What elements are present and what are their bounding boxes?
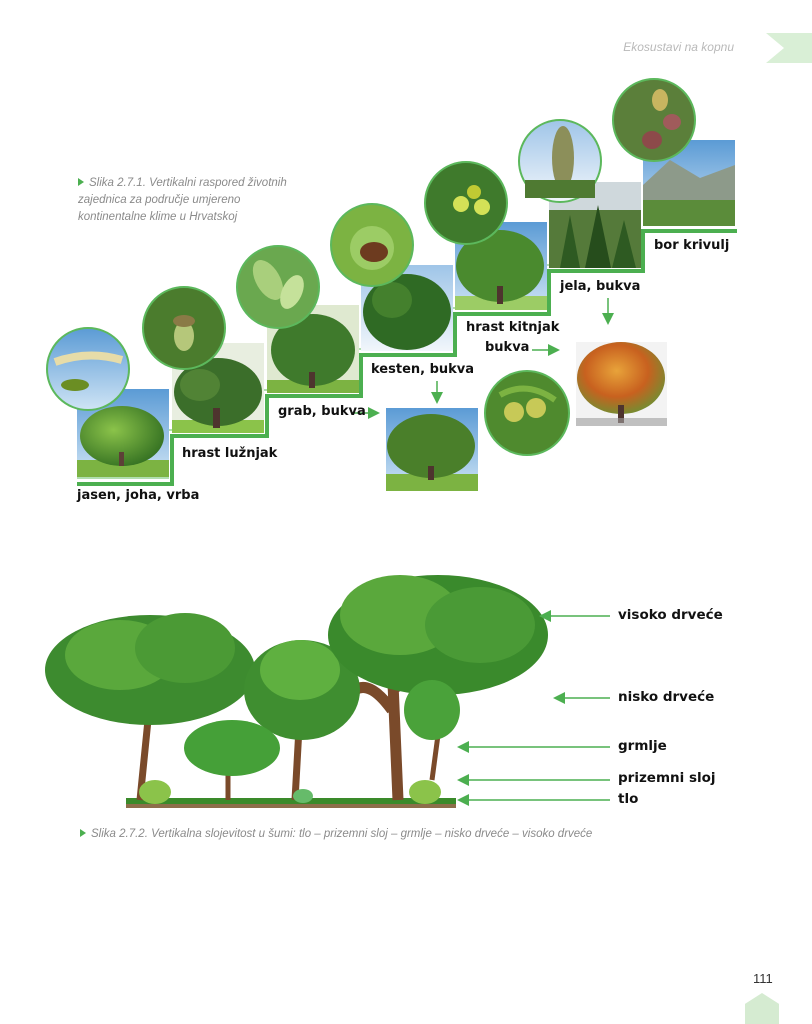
zone-label-bukva: bukva: [485, 340, 530, 355]
page-tab-marker: [745, 993, 779, 1024]
forest-layers-illustration: [45, 575, 610, 808]
figure1-caption: Slika 2.7.1. Vertikalni raspored životni…: [78, 175, 318, 226]
figure1-caption-line-2: zajednica za područje umjereno: [78, 194, 241, 206]
photo-bukva-lower: [386, 408, 478, 491]
figure2-caption: Slika 2.7.2. Vertikalna slojevitost u šu…: [80, 826, 592, 843]
caption-marker-icon: [78, 177, 84, 186]
layer-label-nisko-drvece: nisko drveće: [618, 689, 715, 705]
closeup-acorn: [142, 286, 226, 370]
closeup-pine-cones: [612, 78, 696, 162]
closeup-hornbeam-leaves: [236, 245, 320, 329]
shrub-small-tree: [184, 680, 460, 776]
zone-label-kesten-bukva: kesten, bukva: [371, 362, 475, 377]
caption-marker-icon: [80, 828, 86, 837]
zone-label-hrast-kitnjak: hrast kitnjak: [466, 320, 560, 335]
closeup-beech-nuts: [484, 370, 570, 456]
tree-crown-middle: [244, 640, 360, 740]
zone-label-jasen: jasen, joha, vrba: [77, 488, 200, 503]
figure1-caption-line-1: Slika 2.7.1. Vertikalni raspored životni…: [89, 177, 287, 189]
tree-crown-left: [45, 613, 255, 725]
photo-hrast-luznjak: [172, 343, 264, 433]
closeup-willow-catkins: [46, 327, 130, 411]
tree-crown-tall: [328, 575, 548, 695]
vegetation-staircase-diagram: [46, 78, 737, 491]
layer-label-grmlje: grmlje: [618, 738, 667, 754]
photo-bukva-autumn: [576, 342, 667, 426]
layer-label-prizemni-sloj: prizemni sloj: [618, 770, 716, 786]
layer-label-tlo: tlo: [618, 791, 639, 807]
zone-label-grab-bukva: grab, bukva: [278, 404, 366, 419]
staircase-line: [77, 229, 737, 486]
section-title: Ekosustavi na kopnu: [623, 40, 734, 54]
ground-strip: [126, 798, 456, 806]
page-number: 111: [753, 971, 773, 986]
figure2-caption-text: Slika 2.7.2. Vertikalna slojevitost u šu…: [91, 828, 593, 840]
closeup-chestnut: [330, 203, 414, 287]
photo-bor-krivulj: [643, 140, 735, 226]
zone-label-hrast-luznjak: hrast lužnjak: [182, 446, 278, 461]
closeup-fir-cone: [518, 119, 602, 203]
layer-label-visoko-drvece: visoko drveće: [618, 607, 723, 623]
figure1-caption-line-3: kontinentalne klime u Hrvatskoj: [78, 211, 238, 223]
zone-label-bor-krivulj: bor krivulj: [654, 238, 730, 253]
closeup-sessile-oak-acorns: [424, 161, 508, 245]
ground-plants: [139, 780, 441, 804]
zone-label-jela-bukva: jela, bukva: [560, 279, 641, 294]
